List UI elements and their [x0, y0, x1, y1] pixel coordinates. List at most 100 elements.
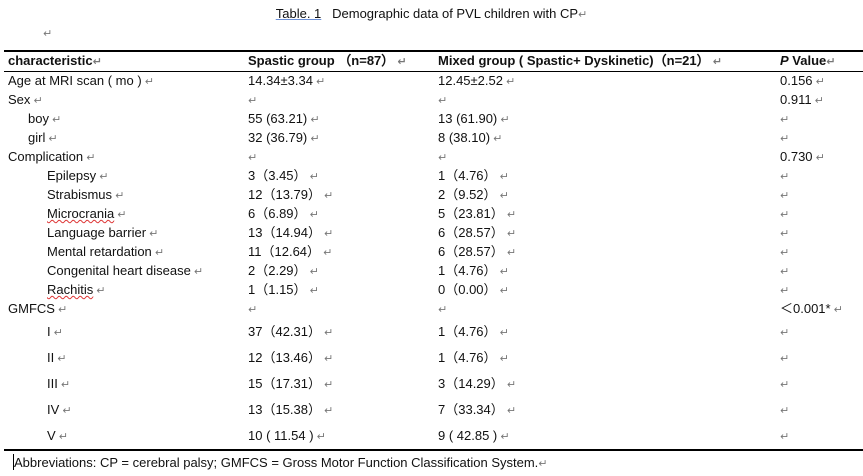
paragraph-mark-icon: ↵ [438, 304, 448, 316]
p-value: ↵ [776, 110, 863, 129]
header-p-value: P Value↵ [780, 53, 836, 68]
text-cursor [13, 454, 14, 470]
p-value: ↵ [776, 167, 863, 186]
mixed-value: 0（0.00） ↵ [438, 282, 509, 297]
paragraph-mark-icon: ↵ [780, 378, 790, 391]
paragraph-mark-icon: ↵ [55, 430, 68, 443]
p-value: ↵ [776, 205, 863, 224]
mixed-value: 1（4.76） ↵ [438, 323, 509, 339]
mixed-value: 8 (38.10) ↵ [438, 130, 503, 145]
p-value: ↵ [776, 281, 863, 300]
p-value: ↵ [776, 243, 863, 262]
table-row: III ↵ 15（17.31） ↵ 3（14.29） ↵ ↵ [4, 371, 863, 397]
paragraph-mark-icon: ↵ [45, 133, 58, 145]
table-row: Rachitis ↵ 1（1.15） ↵ 0（0.00） ↵ ↵ [4, 281, 863, 300]
spastic-value: 11（12.64） ↵ [248, 244, 333, 259]
header-spastic-group: Spastic group （n=87） ↵ [248, 53, 407, 68]
header-mixed-group: Mixed group ( Spastic+ Dyskinetic)（n=21）… [438, 53, 722, 68]
table-label: Table. 1 [275, 6, 322, 21]
p-value: ↵ [776, 186, 863, 205]
paragraph-mark-icon: ↵ [490, 133, 503, 145]
paragraph-mark-icon: ↵ [780, 190, 790, 202]
paragraph-mark-icon: ↵ [93, 285, 106, 297]
paragraph-mark-icon: ↵ [503, 404, 517, 417]
mixed-value: 7（33.34） ↵ [438, 401, 517, 417]
table-row: Microcrania ↵ 6（6.89） ↵ 5（23.81） ↵ ↵ [4, 205, 863, 224]
paragraph-mark-icon: ↵ [780, 171, 790, 183]
table-row: I ↵ 37（42.31） ↵ 1（4.76） ↵ ↵ [4, 319, 863, 345]
row-label: Epilepsy ↵ [47, 168, 109, 183]
spastic-value: 1（1.15） ↵ [248, 282, 319, 297]
row-label: Rachitis ↵ [47, 282, 106, 297]
row-label: Microcrania ↵ [47, 206, 127, 221]
paragraph-mark-icon: ↵ [30, 95, 43, 107]
spastic-value: ↵ [244, 91, 434, 110]
paragraph-mark-icon: ↵ [50, 326, 63, 339]
paragraph-mark-icon: ↵ [248, 304, 258, 316]
p-value: ↵ [776, 262, 863, 281]
spastic-value: ↵ [244, 300, 434, 319]
mixed-value: 6（28.57） ↵ [438, 225, 517, 240]
paragraph-mark-icon: ↵ [780, 352, 790, 365]
row-label: V ↵ [47, 427, 68, 443]
mixed-value: 12.45±2.52 ↵ [438, 73, 516, 88]
spastic-value: 12（13.79） ↵ [248, 187, 334, 202]
table-row: Language barrier ↵ 13（14.94） ↵ 6（28.57） ↵ … [4, 224, 863, 243]
footnote: Abbreviations: CP = cerebral palsy; GMFC… [14, 455, 548, 470]
mixed-value: 9 ( 42.85 ) ↵ [438, 427, 510, 443]
paragraph-mark-icon: ↵ [114, 209, 127, 221]
paragraph-mark-icon: ↵ [496, 352, 509, 365]
paragraph-mark-icon: ↵ [780, 247, 790, 259]
mixed-value: ↵ [434, 91, 776, 110]
spastic-value: 12（13.46） ↵ [248, 349, 334, 365]
paragraph-mark-icon: ↵ [321, 326, 334, 339]
mixed-value: ↵ [434, 148, 776, 167]
p-value: ↵ [776, 423, 863, 450]
paragraph-mark-icon: ↵ [151, 247, 165, 259]
paragraph-mark-icon: ↵ [780, 114, 790, 126]
paragraph-mark-icon: ↵ [312, 76, 326, 88]
table-row: Age at MRI scan ( mo ) ↵ 14.34±3.34 ↵ 12.4… [4, 72, 863, 92]
mixed-value: 3（14.29） ↵ [438, 375, 517, 391]
paragraph-mark-icon: ↵ [497, 114, 510, 126]
paragraph-mark-icon: ↵ [306, 266, 319, 278]
paragraph-mark-icon: ↵ [812, 76, 825, 88]
paragraph-mark-icon: ↵ [496, 190, 509, 202]
paragraph-mark-icon: ↵ [307, 114, 320, 126]
mixed-value: 1（4.76） ↵ [438, 349, 509, 365]
table-caption: Table. 1 Demographic data of PVL childre… [0, 6, 863, 21]
mixed-value: 1（4.76） ↵ [438, 263, 509, 278]
row-label: Complication ↵ [8, 149, 96, 164]
paragraph-mark-icon: ↵ [313, 430, 326, 443]
demographic-table: characteristic↵ Spastic group （n=87） ↵ M… [4, 50, 863, 451]
mixed-value: 5（23.81） ↵ [438, 206, 517, 221]
mixed-value: 2（9.52） ↵ [438, 187, 509, 202]
table-row: V ↵ 10 ( 11.54 ) ↵ 9 ( 42.85 ) ↵ ↵ [4, 423, 863, 450]
table-row: Strabismus ↵ 12（13.79） ↵ 2（9.52） ↵ ↵ [4, 186, 863, 205]
p-value: 0.911 ↵ [780, 92, 824, 107]
row-label: GMFCS ↵ [8, 301, 68, 316]
table-row: Congenital heart disease ↵ 2（2.29） ↵ 1（4.7… [4, 262, 863, 281]
table-row: GMFCS ↵ ↵ ↵ ＜0.001* ↵ [4, 300, 863, 319]
paragraph-mark-icon: ↵ [780, 228, 790, 240]
row-label: Strabismus ↵ [47, 187, 125, 202]
table-title: Demographic data of PVL children with CP [332, 6, 579, 21]
row-label: III ↵ [47, 375, 71, 391]
paragraph-mark-icon: ↵ [780, 133, 790, 145]
paragraph-mark-icon: ↵ [321, 190, 334, 202]
row-label: Mental retardation ↵ [47, 244, 165, 259]
paragraph-mark-icon: ↵ [54, 304, 68, 316]
p-value: ＜0.001* ↵ [780, 301, 843, 316]
paragraph-mark-icon: ↵ [503, 209, 517, 221]
spastic-value: 32 (36.79) ↵ [248, 130, 320, 145]
row-label: Age at MRI scan ( mo ) ↵ [8, 73, 154, 88]
table-row: IV ↵ 13（15.38） ↵ 7（33.34） ↵ ↵ [4, 397, 863, 423]
header-characteristic: characteristic↵ [8, 53, 102, 68]
spastic-value: ↵ [244, 148, 434, 167]
paragraph-mark-icon: ↵ [248, 95, 258, 107]
table-row: boy ↵ 55 (63.21) ↵ 13 (61.90) ↵ ↵ [4, 110, 863, 129]
paragraph-mark-icon: ↵ [496, 266, 509, 278]
paragraph-mark-icon: ↵ [146, 228, 159, 240]
paragraph-mark-icon: ↵ [438, 152, 448, 164]
paragraph-mark-icon: ↵ [48, 114, 62, 126]
